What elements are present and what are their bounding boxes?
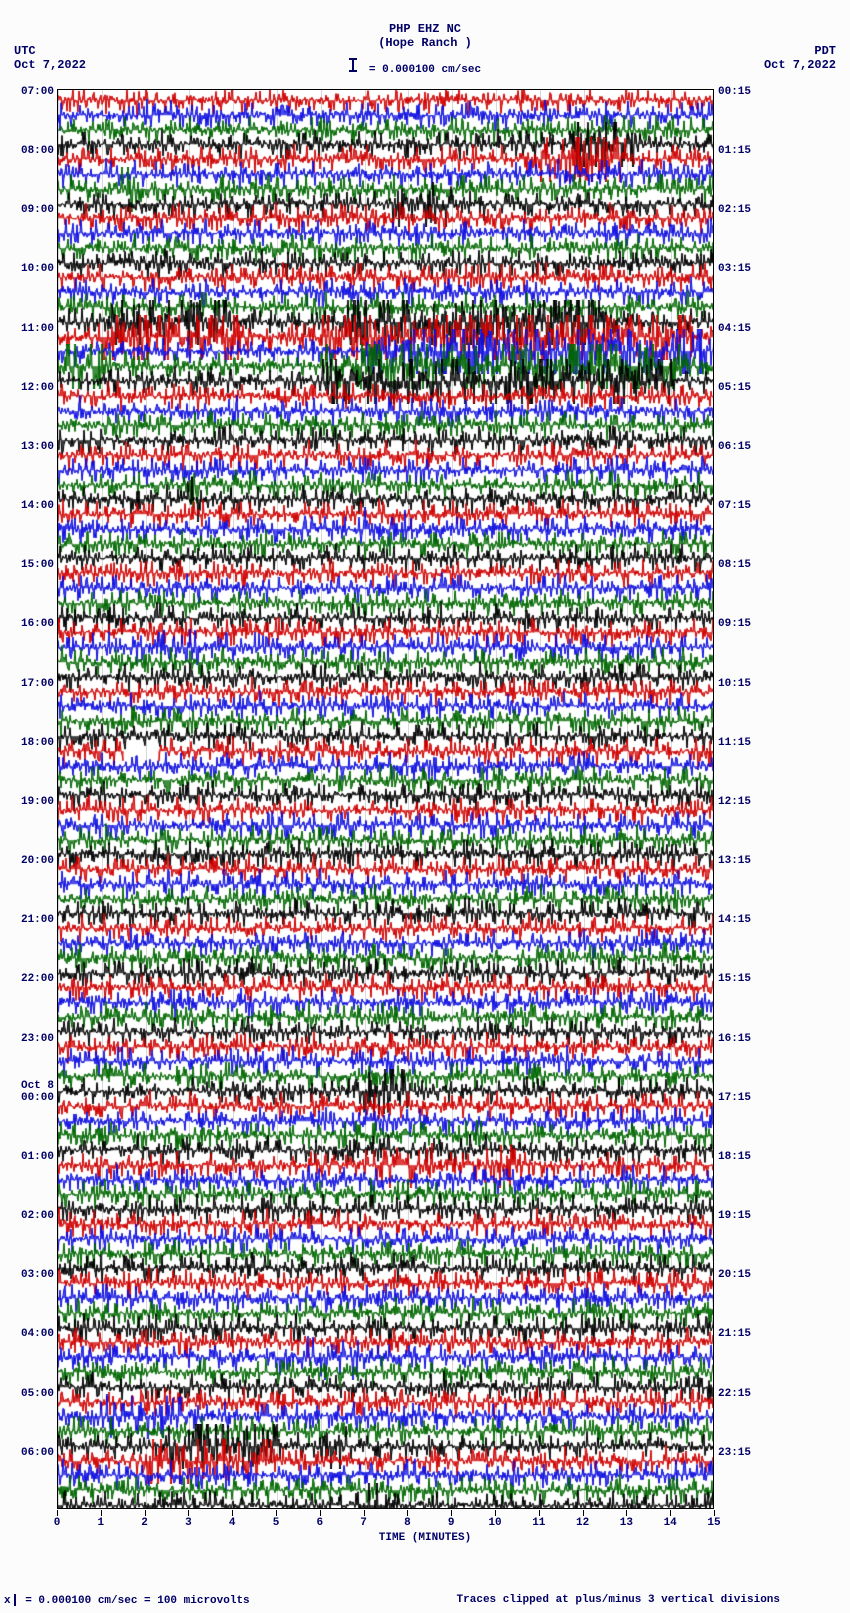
x-tick [57, 1510, 58, 1516]
utc-time-label: 14:00 [6, 500, 54, 512]
local-time-label: 00:15 [718, 86, 751, 98]
left-timezone: UTC [14, 44, 36, 58]
local-time-label: 05:15 [718, 382, 751, 394]
x-tick-label: 15 [707, 1517, 720, 1529]
station-code: PHP EHZ NC [0, 22, 850, 36]
utc-time-label: Oct 8 00:00 [6, 1080, 54, 1104]
x-tick-label: 13 [620, 1517, 633, 1529]
local-time-label: 07:15 [718, 500, 751, 512]
utc-time-label: 17:00 [6, 678, 54, 690]
x-tick-label: 9 [448, 1517, 455, 1529]
utc-time-label: 11:00 [6, 323, 54, 335]
station-name: (Hope Ranch ) [0, 36, 850, 50]
local-time-label: 19:15 [718, 1210, 751, 1222]
x-axis-title: TIME (MINUTES) [0, 1532, 850, 1544]
local-time-label: 23:15 [718, 1447, 751, 1459]
utc-time-label: 21:00 [6, 914, 54, 926]
local-time-label: 12:15 [718, 796, 751, 808]
x-tick-label: 11 [532, 1517, 545, 1529]
utc-time-label: 04:00 [6, 1328, 54, 1340]
local-time-label: 18:15 [718, 1151, 751, 1163]
x-tick [276, 1510, 277, 1516]
footer-clip-note: Traces clipped at plus/minus 3 vertical … [457, 1594, 780, 1606]
x-tick [145, 1510, 146, 1516]
utc-time-label: 13:00 [6, 441, 54, 453]
utc-time-label: 06:00 [6, 1447, 54, 1459]
utc-time-label: 07:00 [6, 86, 54, 98]
local-time-label: 20:15 [718, 1269, 751, 1281]
utc-time-label: 20:00 [6, 855, 54, 867]
x-tick-label: 4 [229, 1517, 236, 1529]
local-time-label: 16:15 [718, 1033, 751, 1045]
utc-time-label: 19:00 [6, 796, 54, 808]
x-tick [626, 1510, 627, 1516]
x-tick-label: 2 [141, 1517, 148, 1529]
x-tick-label: 12 [576, 1517, 589, 1529]
x-tick [232, 1510, 233, 1516]
x-tick [188, 1510, 189, 1516]
x-tick [101, 1510, 102, 1516]
scale-label: = 0.000100 cm/sec [0, 64, 850, 76]
utc-time-label: 01:00 [6, 1151, 54, 1163]
utc-time-label: 23:00 [6, 1033, 54, 1045]
utc-time-label: 15:00 [6, 559, 54, 571]
local-time-label: 21:15 [718, 1328, 751, 1340]
utc-time-label: 18:00 [6, 737, 54, 749]
x-tick [451, 1510, 452, 1516]
local-time-label: 08:15 [718, 559, 751, 571]
utc-time-label: 03:00 [6, 1269, 54, 1281]
footer-scale: x = 0.000100 cm/sec = 100 microvolts [4, 1594, 250, 1607]
local-time-label: 22:15 [718, 1388, 751, 1400]
x-tick-label: 5 [273, 1517, 280, 1529]
footer-left-text: = 0.000100 cm/sec = 100 microvolts [19, 1595, 250, 1607]
right-date: Oct 7,2022 [764, 58, 836, 72]
x-tick [495, 1510, 496, 1516]
x-tick-label: 14 [664, 1517, 677, 1529]
local-time-label: 01:15 [718, 145, 751, 157]
local-time-label: 10:15 [718, 678, 751, 690]
x-tick [670, 1510, 671, 1516]
utc-time-label: 22:00 [6, 973, 54, 985]
utc-time-label: 12:00 [6, 382, 54, 394]
x-tick-label: 8 [404, 1517, 411, 1529]
footer-prefix: x [4, 1595, 11, 1607]
x-tick [583, 1510, 584, 1516]
utc-time-label: 05:00 [6, 1388, 54, 1400]
local-time-label: 04:15 [718, 323, 751, 335]
local-time-label: 03:15 [718, 263, 751, 275]
scale-bar-icon [14, 1594, 16, 1606]
x-tick-label: 3 [185, 1517, 192, 1529]
utc-time-label: 10:00 [6, 263, 54, 275]
local-time-label: 02:15 [718, 204, 751, 216]
utc-time-label: 02:00 [6, 1210, 54, 1222]
x-tick-label: 7 [360, 1517, 367, 1529]
x-tick [714, 1510, 715, 1516]
utc-time-label: 08:00 [6, 145, 54, 157]
x-tick-label: 1 [97, 1517, 104, 1529]
utc-time-label: 16:00 [6, 618, 54, 630]
local-time-label: 14:15 [718, 914, 751, 926]
utc-time-label: 09:00 [6, 204, 54, 216]
x-tick [320, 1510, 321, 1516]
local-time-label: 11:15 [718, 737, 751, 749]
x-tick-label: 10 [488, 1517, 501, 1529]
x-tick-label: 6 [316, 1517, 323, 1529]
local-time-label: 17:15 [718, 1092, 751, 1104]
trace-row [58, 1483, 714, 1509]
x-tick [407, 1510, 408, 1516]
local-time-label: 15:15 [718, 973, 751, 985]
right-timezone: PDT [814, 44, 836, 58]
x-tick [539, 1510, 540, 1516]
local-time-label: 06:15 [718, 441, 751, 453]
seismogram-plot-area [57, 89, 714, 1509]
local-time-label: 13:15 [718, 855, 751, 867]
local-time-label: 09:15 [718, 618, 751, 630]
x-tick-label: 0 [54, 1517, 61, 1529]
x-tick [364, 1510, 365, 1516]
seismogram-figure: PHP EHZ NC (Hope Ranch ) = 0.000100 cm/s… [0, 0, 850, 1613]
left-date: Oct 7,2022 [14, 58, 86, 72]
